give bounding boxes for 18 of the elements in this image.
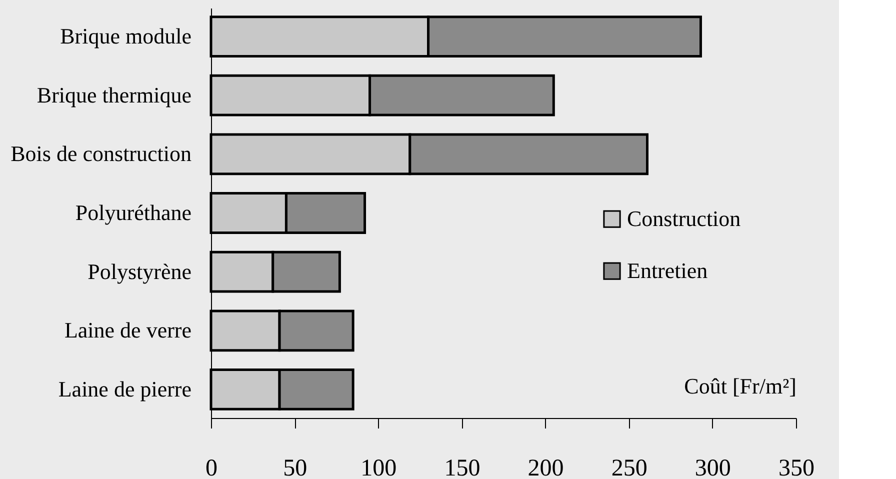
x-tick-label: 200 <box>528 456 564 479</box>
x-tick-label: 50 <box>283 456 308 479</box>
x-tick-label: 350 <box>778 456 814 479</box>
y-tick-label: Brique thermique <box>36 82 192 108</box>
y-tick-label: Bois de construction <box>10 141 192 166</box>
y-tick-label: Laine de pierre <box>58 376 192 402</box>
x-tick-label: 100 <box>360 456 397 479</box>
y-tick-label: Polyuréthane <box>75 200 192 225</box>
y-tick-label: Brique module <box>60 24 192 49</box>
x-tick-label: 0 <box>206 456 218 479</box>
x-tick-label: 250 <box>611 456 648 479</box>
y-tick-label: Laine de verre <box>64 318 192 343</box>
x-axis-title: Coût [Fr/m²] <box>684 374 796 398</box>
y-tick-label: Polystyrène <box>88 258 192 284</box>
legend-label: Entretien <box>627 258 708 283</box>
legend-label: Construction <box>627 206 741 231</box>
x-tick-label: 150 <box>444 456 480 479</box>
x-tick-label: 300 <box>694 456 731 479</box>
